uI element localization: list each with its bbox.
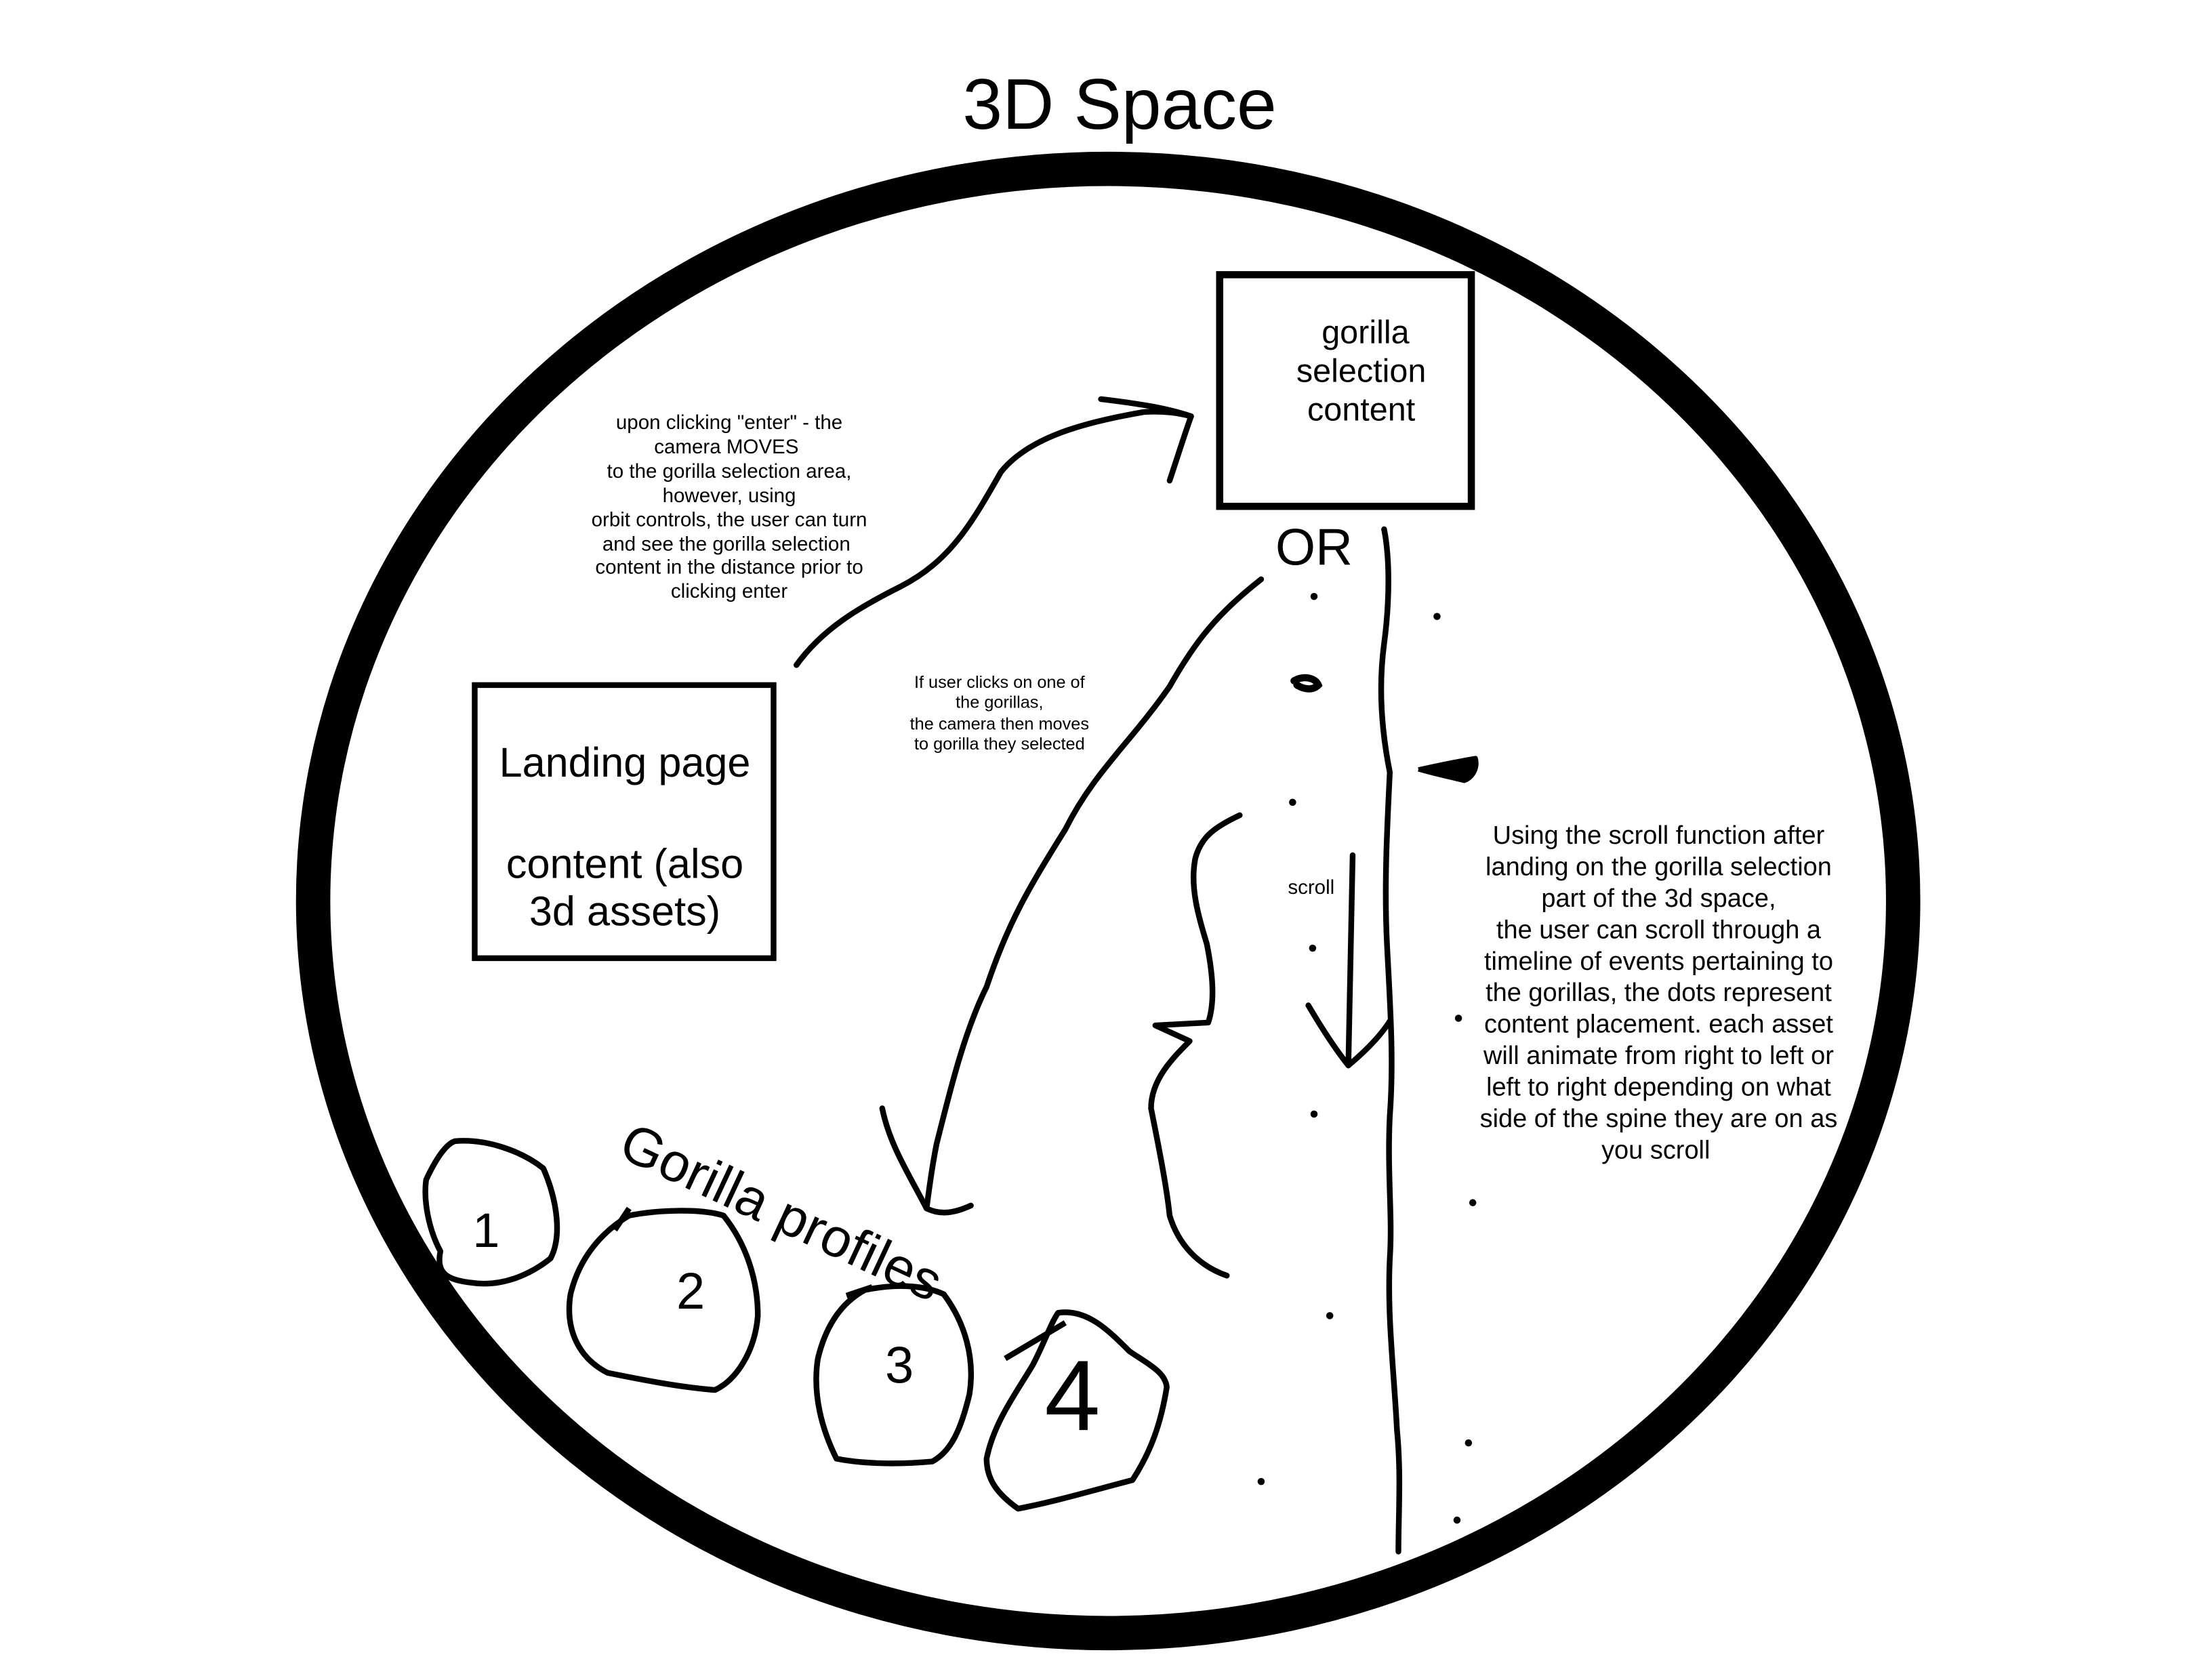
scroll-arrow-shaft: [1345, 852, 1356, 1069]
gorilla-profile-1[interactable]: 1: [422, 1138, 560, 1287]
gorilla-profile-2-number: 2: [676, 1263, 705, 1320]
diagram-title: 3D Space: [962, 65, 1276, 144]
content-dot: [1289, 798, 1296, 806]
gorilla-profile-3-number: 3: [885, 1337, 914, 1395]
enter-note: upon clicking "enter" - the camera MOVES…: [592, 411, 867, 602]
click-note-line-3: the camera then moves: [910, 714, 1089, 733]
enter-note-line-5: orbit controls, the user can turn: [592, 509, 867, 531]
scroll-note-line-8: will animate from right to left or: [1483, 1042, 1834, 1070]
selection-box-line-2: selection: [1296, 353, 1426, 390]
scroll-note-line-10: side of the spine they are on as: [1480, 1105, 1838, 1133]
gorilla-profile-4-tail: [1004, 1320, 1067, 1361]
gorilla-selection-box: gorilla selection content: [1216, 271, 1475, 510]
scroll-note-line-1: Using the scroll function after: [1493, 821, 1825, 850]
content-dot: [1469, 1199, 1477, 1206]
scroll-arrow-head: [1305, 1002, 1393, 1069]
landing-box-line-2: content (also: [506, 841, 743, 887]
scroll-note-line-2: landing on the gorilla selection: [1486, 853, 1832, 882]
gorilla-profile-2[interactable]: 2: [566, 1206, 761, 1393]
gorilla-selection-box-frame: [1216, 271, 1475, 510]
gorilla-arrow: [879, 576, 1265, 1216]
spine-mark-upper: [1290, 674, 1323, 693]
content-dot: [1310, 592, 1318, 600]
landing-page-box: Landing page content (also 3d assets): [472, 682, 777, 962]
enter-arrow: [793, 396, 1194, 668]
gorilla-profile-3-outline: [813, 1283, 974, 1467]
landing-page-box-frame: [472, 682, 777, 962]
scroll-note-line-3: part of the 3d space,: [1541, 884, 1776, 913]
scroll-note-line-11: you scroll: [1601, 1136, 1710, 1164]
scroll-note-line-4: the user can scroll through a: [1496, 916, 1822, 944]
scroll-note-line-6: the gorillas, the dots represent: [1486, 979, 1832, 1007]
scroll-note: Using the scroll function after landing …: [1480, 821, 1838, 1164]
gorilla-profile-4-outline: [983, 1309, 1170, 1512]
scroll-note-line-5: timeline of events pertaining to: [1484, 947, 1833, 976]
content-dots: [1257, 592, 1477, 1524]
click-note-line-1: If user clicks on one of: [914, 673, 1086, 692]
content-dot: [1454, 1015, 1462, 1022]
click-note-line-2: the gorillas,: [956, 693, 1043, 712]
enter-note-line-1: upon clicking "enter" - the: [616, 411, 842, 434]
scroll-label: scroll: [1288, 876, 1334, 899]
enter-note-line-4: however, using: [663, 485, 796, 507]
gorilla-profile-4[interactable]: 4: [983, 1309, 1170, 1512]
enter-note-line-3: to the gorilla selection area,: [607, 460, 852, 483]
timeline-spine: [1378, 526, 1403, 1555]
selection-box-line-1: gorilla: [1322, 314, 1409, 351]
scroll-note-line-9: left to right depending on what: [1486, 1073, 1831, 1101]
gorilla-profile-3[interactable]: 3: [813, 1283, 974, 1467]
left-scroll-curve: [1148, 812, 1243, 1279]
scroll-note-line-7: content placement. each asset: [1484, 1010, 1833, 1039]
click-note-line-4: to gorilla they selected: [914, 735, 1085, 754]
content-dot: [1465, 1439, 1473, 1447]
gorilla-profile-2-outline: [566, 1208, 761, 1393]
space-boundary-ellipse: [295, 151, 1921, 1651]
or-label: OR: [1275, 519, 1353, 577]
gorilla-profile-3-tail: [845, 1284, 874, 1298]
content-dot: [1257, 1477, 1265, 1486]
content-dot: [1309, 944, 1317, 952]
content-dot: [1453, 1516, 1461, 1524]
landing-box-line-1: Landing page: [499, 739, 751, 785]
content-dot: [1433, 613, 1441, 620]
enter-note-line-2: camera MOVES: [654, 436, 798, 458]
spine-mark-lower: [1418, 756, 1479, 783]
gorilla-profile-4-number: 4: [1044, 1340, 1100, 1452]
gorilla-arrow-shaft: [923, 576, 1265, 1212]
landing-box-line-3: 3d assets): [529, 888, 720, 934]
enter-note-line-6: and see the gorilla selection: [602, 533, 851, 556]
scroll-arrow: [1305, 852, 1393, 1069]
selection-box-line-3: content: [1307, 392, 1416, 428]
enter-note-line-8: clicking enter: [671, 580, 787, 602]
enter-note-line-7: content in the distance prior to: [595, 556, 863, 578]
content-dot: [1310, 1110, 1318, 1118]
enter-arrow-shaft: [793, 409, 1194, 668]
gorilla-arrow-head: [879, 1105, 974, 1216]
gorilla-profile-1-number: 1: [472, 1204, 499, 1258]
gorilla-profile-1-outline: [422, 1138, 560, 1287]
enter-arrow-head: [1098, 396, 1194, 484]
content-dot: [1326, 1312, 1334, 1319]
gorilla-profile-2-tail: [612, 1206, 632, 1232]
click-note: If user clicks on one of the gorillas, t…: [910, 673, 1089, 754]
